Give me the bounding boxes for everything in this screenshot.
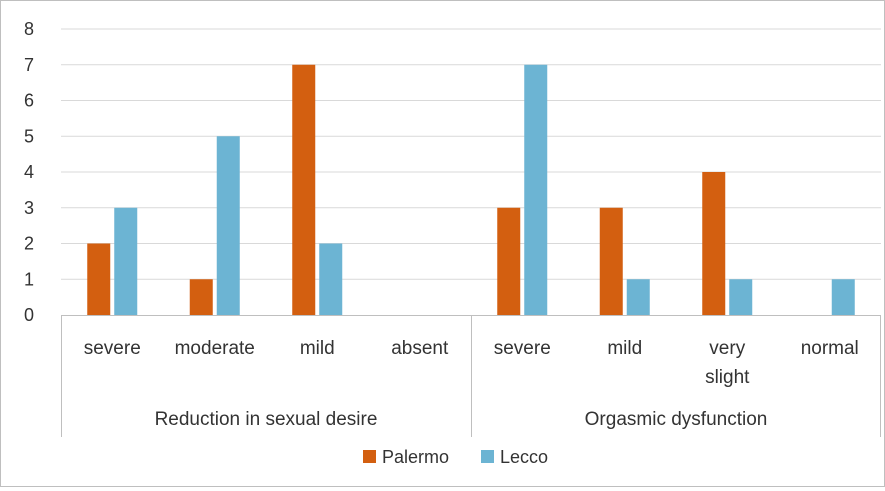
bar-lecco-5 [626, 279, 650, 315]
y-tick-label: 6 [24, 91, 34, 111]
bar-lecco-0 [114, 207, 138, 315]
y-tick-label: 8 [24, 19, 34, 39]
legend-swatch-palermo [363, 450, 376, 463]
bar-lecco-1 [216, 136, 240, 315]
category-label: severe [494, 338, 551, 359]
group-label: Orgasmic dysfunction [585, 409, 768, 430]
bar-palermo-0 [87, 243, 111, 315]
category-label: mild [607, 338, 642, 359]
category-label: severe [84, 338, 141, 359]
category-labels: severe moderate mild absent severe mild very sl… [84, 338, 859, 388]
group-labels: Reduction in sexual desire Orgasmic dysfu… [155, 409, 768, 430]
legend-label-palermo: Palermo [382, 447, 449, 467]
category-label: very slight [705, 338, 750, 388]
bar-lecco-2 [319, 243, 343, 315]
legend-swatch-lecco [481, 450, 494, 463]
legend: Palermo Lecco [363, 447, 548, 467]
y-tick-label: 3 [24, 198, 34, 218]
y-tick-label: 5 [24, 126, 34, 146]
group-label: Reduction in sexual desire [155, 409, 378, 430]
y-tick-label: 2 [24, 234, 34, 254]
bar-palermo-2 [292, 64, 316, 315]
bar-lecco-4 [524, 64, 548, 315]
gridlines [61, 28, 881, 280]
y-tick-label: 7 [24, 55, 34, 75]
legend-label-lecco: Lecco [500, 447, 548, 467]
y-tick-label: 0 [24, 305, 34, 325]
bar-palermo-4 [497, 207, 521, 315]
y-tick-label: 4 [24, 162, 34, 182]
category-label: normal [801, 338, 859, 359]
bar-lecco-7 [831, 279, 855, 315]
bar-palermo-1 [189, 279, 213, 315]
category-label: moderate [175, 338, 255, 359]
category-label: absent [391, 338, 449, 359]
y-axis-ticks: 0 1 2 3 4 5 6 7 8 [24, 19, 34, 325]
bar-palermo-5 [599, 207, 623, 315]
x-axis [61, 315, 881, 437]
bars [87, 64, 855, 315]
y-tick-label: 1 [24, 269, 34, 289]
category-label: mild [300, 338, 335, 359]
bar-lecco-6 [729, 279, 753, 315]
bar-palermo-6 [702, 172, 726, 315]
